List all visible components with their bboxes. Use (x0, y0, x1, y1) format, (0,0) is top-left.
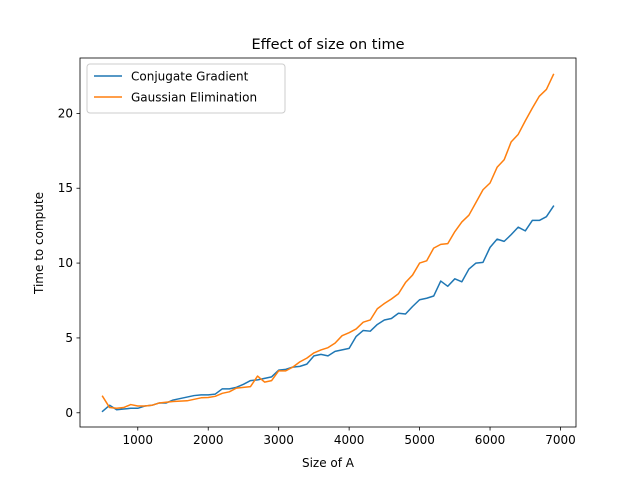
y-tick-label: 10 (58, 256, 73, 270)
x-tick-label: 6000 (475, 433, 506, 447)
x-axis-label: Size of A (302, 456, 355, 470)
y-axis-label: Time to compute (32, 192, 46, 295)
x-tick-label: 3000 (263, 433, 294, 447)
x-tick-label: 2000 (193, 433, 224, 447)
legend-label-2: Gaussian Elimination (131, 91, 257, 105)
legend-label-1: Conjugate Gradient (131, 70, 249, 84)
legend-box (86, 63, 286, 114)
series-line-1 (101, 205, 555, 413)
x-tick-label: 5000 (404, 433, 435, 447)
y-tick-label: 20 (58, 106, 73, 120)
y-tick-label: 5 (65, 331, 73, 345)
y-tick-label: 0 (65, 406, 73, 420)
axes-frame (79, 57, 577, 428)
series-line-2 (101, 73, 555, 410)
plot-area: 1000 2000 3000 4000 5000 6000 7000 0 5 10 15 20 (58, 57, 577, 447)
chart-title: Effect of size on time (251, 37, 404, 53)
x-tick-label: 7000 (545, 433, 576, 447)
x-tick-label: 1000 (122, 433, 153, 447)
x-tick-label: 4000 (334, 433, 365, 447)
legend: Conjugate Gradient Gaussian Elimination (86, 63, 286, 114)
y-tick-label: 15 (58, 181, 73, 195)
